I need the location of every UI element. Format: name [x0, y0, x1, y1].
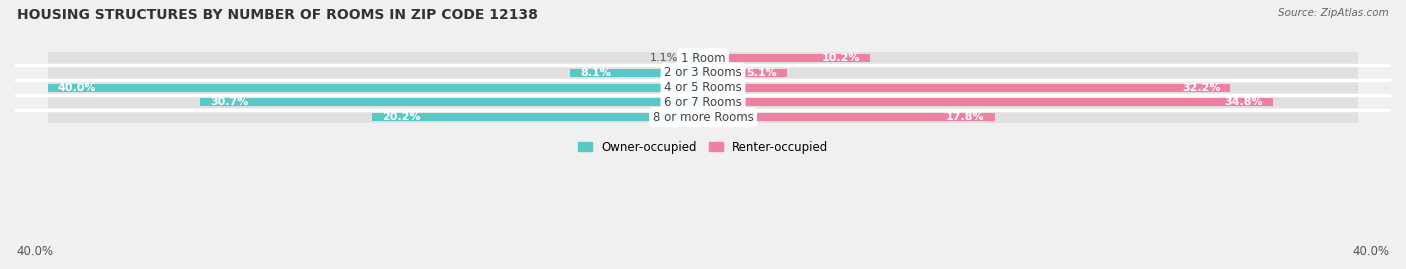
Bar [200, 98, 703, 107]
Text: 40.0%: 40.0% [1353, 245, 1389, 258]
Text: 8 or more Rooms: 8 or more Rooms [652, 111, 754, 124]
Text: 10.2%: 10.2% [821, 53, 860, 63]
Bar [48, 97, 1358, 108]
Text: 17.8%: 17.8% [946, 112, 984, 122]
Text: 8.1%: 8.1% [581, 68, 612, 78]
Text: 5.1%: 5.1% [747, 68, 776, 78]
Text: 2 or 3 Rooms: 2 or 3 Rooms [664, 66, 742, 79]
Bar [703, 84, 1230, 92]
Text: 4 or 5 Rooms: 4 or 5 Rooms [664, 81, 742, 94]
Text: 1 Room: 1 Room [681, 52, 725, 65]
Text: 40.0%: 40.0% [58, 83, 96, 93]
Text: 6 or 7 Rooms: 6 or 7 Rooms [664, 96, 742, 109]
Text: 1.1%: 1.1% [650, 53, 679, 63]
Bar [48, 67, 1358, 79]
Legend: Owner-occupied, Renter-occupied: Owner-occupied, Renter-occupied [572, 136, 834, 158]
Bar [48, 84, 703, 92]
Bar [373, 113, 703, 121]
Text: 40.0%: 40.0% [17, 245, 53, 258]
Bar [48, 111, 1358, 123]
Text: 20.2%: 20.2% [382, 112, 420, 122]
Bar [703, 113, 994, 121]
Bar [685, 54, 703, 62]
Bar [571, 69, 703, 77]
Bar [703, 69, 786, 77]
Text: Source: ZipAtlas.com: Source: ZipAtlas.com [1278, 8, 1389, 18]
Text: 30.7%: 30.7% [209, 97, 249, 107]
Bar [48, 82, 1358, 94]
Bar [703, 54, 870, 62]
Text: HOUSING STRUCTURES BY NUMBER OF ROOMS IN ZIP CODE 12138: HOUSING STRUCTURES BY NUMBER OF ROOMS IN… [17, 8, 537, 22]
Bar [48, 52, 1358, 64]
Text: 34.8%: 34.8% [1225, 97, 1263, 107]
Text: 32.2%: 32.2% [1182, 83, 1220, 93]
Bar [703, 98, 1272, 107]
